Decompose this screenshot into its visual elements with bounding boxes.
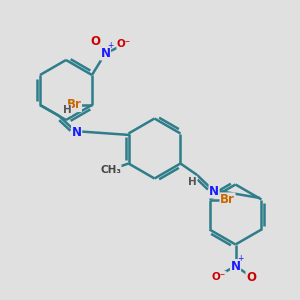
Text: +: + bbox=[107, 41, 113, 50]
Text: O⁻: O⁻ bbox=[212, 272, 226, 282]
Text: CH₃: CH₃ bbox=[100, 165, 121, 175]
Text: Br: Br bbox=[67, 98, 81, 112]
Text: Br: Br bbox=[220, 193, 235, 206]
Text: O: O bbox=[246, 271, 256, 284]
Text: O: O bbox=[90, 35, 100, 49]
Text: N: N bbox=[230, 260, 241, 273]
Text: N: N bbox=[209, 185, 219, 198]
Text: N: N bbox=[100, 47, 110, 60]
Text: H: H bbox=[63, 105, 71, 115]
Text: O⁻: O⁻ bbox=[117, 39, 131, 50]
Text: H: H bbox=[188, 176, 197, 187]
Text: N: N bbox=[72, 126, 82, 139]
Text: +: + bbox=[237, 254, 243, 263]
